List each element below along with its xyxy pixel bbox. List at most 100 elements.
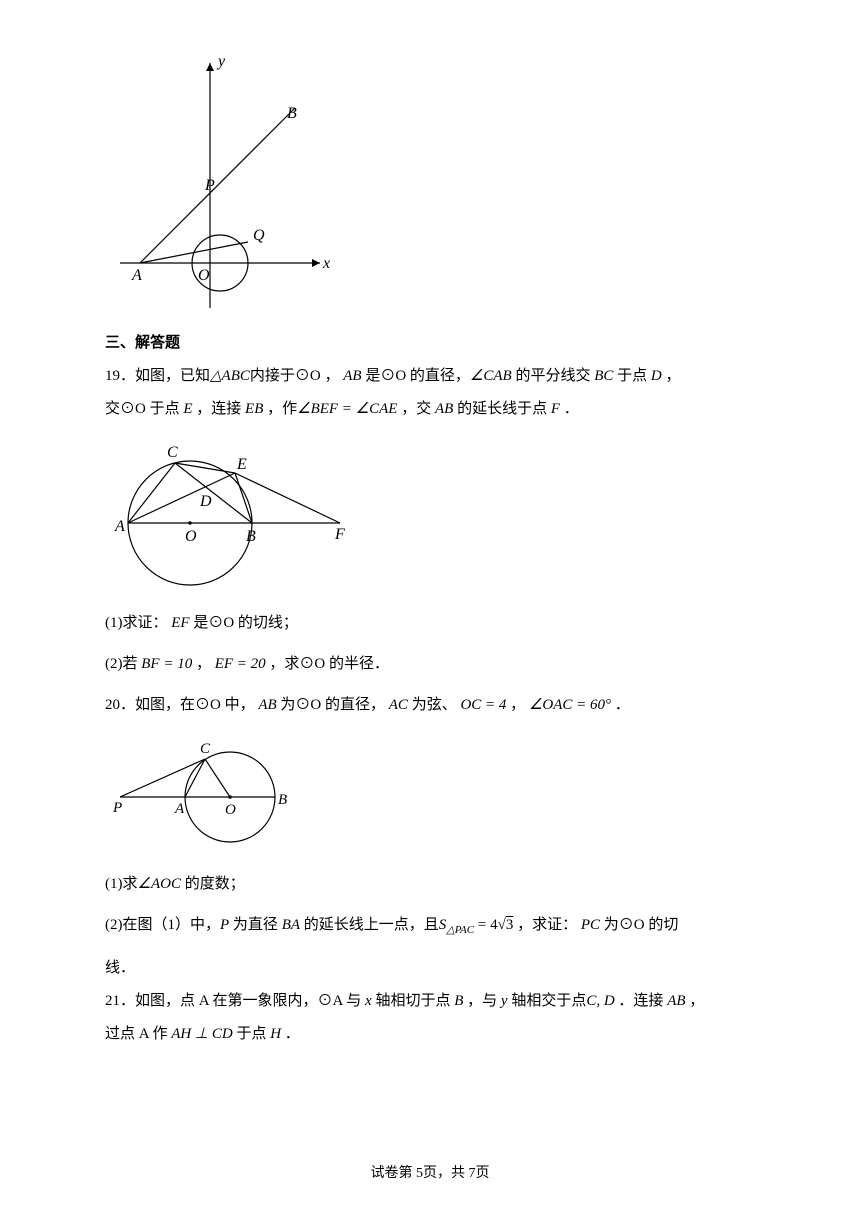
figure2-svg: A O B F C E D: [105, 431, 365, 596]
f2-F: F: [334, 526, 345, 543]
p19-t2h: D: [651, 368, 662, 384]
p20-s2b: P: [220, 917, 229, 933]
p21-l2e: ．: [281, 1026, 300, 1042]
p20-s2a: (2)在图（1）中，: [105, 917, 220, 933]
p20-s2h: = 4: [474, 917, 497, 933]
section-heading: 三、解答题: [105, 330, 755, 357]
label-B: B: [287, 105, 297, 122]
p19-s1b: EF: [171, 615, 189, 631]
f2-A: A: [114, 518, 125, 535]
f3-O: O: [225, 802, 236, 818]
p20-s2m: 线．: [105, 960, 135, 976]
p20-f: OC = 4: [460, 697, 506, 713]
p19-s2e: ，求⊙O 的半径．: [266, 656, 389, 672]
p19-s1a: (1)求证：: [105, 615, 171, 631]
f3-C: C: [200, 741, 211, 757]
p20-s2c: 为直径: [229, 917, 282, 933]
p19-sub2: (2)若 BF = 10 ， EF = 20 ，求⊙O 的半径．: [105, 651, 755, 678]
figure3-svg: P A O B C: [105, 727, 315, 857]
f3-A: A: [174, 801, 185, 817]
p19-l2i: 的延长线于点: [453, 401, 551, 417]
p21-f: y: [501, 993, 508, 1009]
f2-D: D: [199, 493, 212, 510]
p19-l2b: E: [183, 401, 192, 417]
p20-s2d: BA: [282, 917, 300, 933]
p20-s2l: 为⊙O 的切: [600, 917, 678, 933]
p20-s2e: 的延长线上一点，且: [300, 917, 439, 933]
p21-k: ，: [686, 993, 705, 1009]
p19-t2e: 的平分线交: [512, 368, 595, 384]
sqrt-icon: 3: [498, 912, 514, 939]
problem-20: 20．如图，在⊙O 中， AB 为⊙O 的直径， AC 为弦、 OC = 4 ，…: [105, 692, 755, 719]
p20-c: 为⊙O 的直径，: [277, 697, 389, 713]
p19-l2a: 交⊙O 于点: [105, 401, 183, 417]
figure-circle-PC: P A O B C: [105, 727, 755, 857]
p19-s2b: BF = 10: [141, 656, 192, 672]
p20-a: 20．如图，在⊙O 中，: [105, 697, 258, 713]
label-x: x: [322, 255, 330, 272]
figure-circle-tangent-EF: A O B F C E D: [105, 431, 755, 596]
problem-21-line2: 过点 A 作 AH ⊥ CD 于点 H ．: [105, 1021, 755, 1048]
p21-b: x: [365, 993, 372, 1009]
label-A: A: [131, 267, 142, 284]
p21-h: C, D: [586, 993, 614, 1009]
p20-sub2: (2)在图（1）中，P 为直径 BA 的延长线上一点，且S△PAC = 43 ，…: [105, 912, 755, 941]
p19-s2a: (2)若: [105, 656, 141, 672]
f2-O: O: [185, 528, 197, 545]
p20-i: ．: [611, 697, 630, 713]
p20-s2j: ，求证：: [513, 917, 581, 933]
p19-intro: 19．如图，已知: [105, 368, 210, 384]
problem-19-line2: 交⊙O 于点 E ，连接 EB ，作∠BEF = ∠CAE ，交 AB 的延长线…: [105, 396, 755, 423]
p19-tri: △ABC: [210, 368, 250, 384]
p20-b: AB: [258, 697, 276, 713]
p20-s1a: (1)求: [105, 876, 138, 892]
p19-s1c: 是⊙O 的切线；: [190, 615, 298, 631]
p19-l2k: ．: [560, 401, 579, 417]
p21-c: 轴相切于点: [372, 993, 455, 1009]
p21-l2b: AH ⊥ CD: [171, 1026, 232, 1042]
f2-B: B: [246, 528, 256, 545]
label-y: y: [216, 53, 226, 70]
f2-C: C: [167, 444, 178, 461]
p20-sub1: (1)求∠AOC 的度数；: [105, 871, 755, 898]
p19-t2: 内接于⊙O ，: [250, 368, 343, 384]
p20-s1c: 的度数；: [181, 876, 245, 892]
p20-e: 为弦、: [408, 697, 461, 713]
p21-d: B: [454, 993, 463, 1009]
p19-s2d: EF = 20: [215, 656, 266, 672]
p20-s2k: PC: [581, 917, 600, 933]
p19-sub1: (1)求证： EF 是⊙O 的切线；: [105, 610, 755, 637]
label-P: P: [204, 177, 215, 194]
p19-l2j: F: [551, 401, 560, 417]
p21-l2d: H: [270, 1026, 281, 1042]
figure1-svg: y x A O P B Q: [105, 48, 335, 318]
p20-s2i: 3: [506, 917, 514, 933]
p20-s2g: △PAC: [446, 924, 474, 936]
p21-i: ．连接: [615, 993, 668, 1009]
f3-P: P: [112, 800, 122, 816]
p21-l2a: 过点 A 作: [105, 1026, 171, 1042]
p21-e: ，与: [463, 993, 501, 1009]
p19-t2c: 是⊙O 的直径，: [362, 368, 470, 384]
p20-sub2-line2: 线．: [105, 955, 755, 982]
p19-t2g: 于点: [613, 368, 651, 384]
f2-E: E: [236, 456, 247, 473]
p20-s1b: ∠AOC: [138, 876, 181, 892]
p21-j: AB: [667, 993, 685, 1009]
p19-l2e: ，作: [263, 401, 297, 417]
label-Q: Q: [253, 227, 265, 244]
p19-s2c: ，: [192, 656, 215, 672]
p19-t2f: BC: [594, 368, 613, 384]
problem-21: 21．如图，点 A 在第一象限内，⊙A 与 x 轴相切于点 B ，与 y 轴相交…: [105, 988, 755, 1015]
p19-t2b: AB: [343, 368, 361, 384]
p19-l2f: ∠BEF = ∠CAE: [297, 401, 397, 417]
p21-l2c: 于点: [233, 1026, 271, 1042]
p20-g: ，: [506, 697, 529, 713]
page-footer: 试卷第 5页，共 7页: [0, 1161, 860, 1186]
p21-a: 21．如图，点 A 在第一象限内，⊙A 与: [105, 993, 365, 1009]
figure-coord-circle: y x A O P B Q: [105, 48, 755, 318]
p19-l2g: ，交: [397, 401, 435, 417]
p19-t2d: ∠CAB: [470, 368, 512, 384]
p21-g: 轴相交于点: [508, 993, 587, 1009]
p20-h: ∠OAC = 60°: [529, 697, 611, 713]
